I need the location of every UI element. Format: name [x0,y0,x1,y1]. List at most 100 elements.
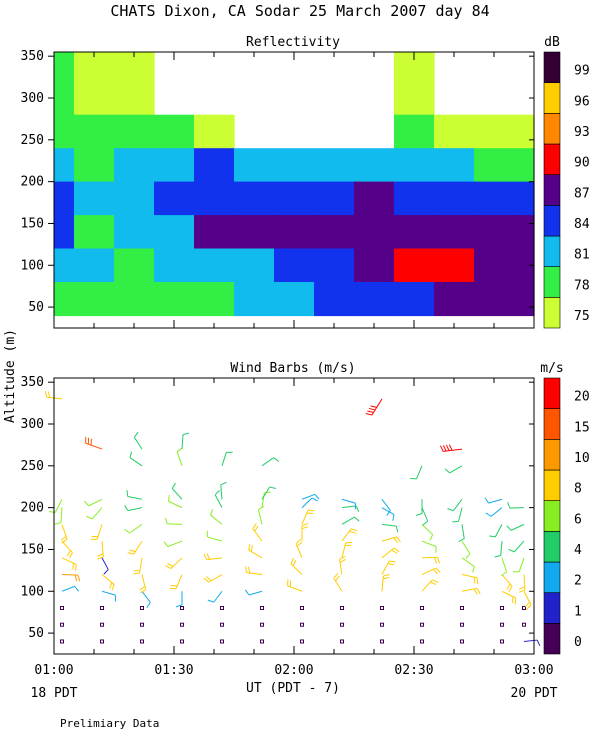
heatmap-cell [114,282,155,316]
x-tick-label: 01:30 [154,663,193,678]
calm-marker [501,623,504,626]
heatmap-cell [234,282,275,316]
wind-barb [447,499,462,510]
heatmap-cell [194,182,235,216]
colorbar-swatch [544,409,560,440]
calm-marker [181,623,184,626]
heatmap-cell [434,249,475,283]
calm-marker [301,607,304,610]
wind-barb [342,529,357,541]
heatmap-cell [74,249,115,283]
colorbar-swatch [544,531,560,562]
heatmap-cell [474,182,515,216]
wind-barb [86,437,102,449]
wind-barb [296,539,302,557]
colorbar-tick-label: 1 [574,604,582,619]
heatmap-cell [114,81,155,115]
colorbar-swatch [544,562,560,593]
colorbar-swatch [544,593,560,624]
wind-barb [102,591,116,601]
wind-barb [302,524,308,541]
colorbar-swatch [544,113,560,144]
wind-barb [302,510,314,524]
heatmap-cell [114,215,155,249]
wind-barb [165,558,182,569]
calm-marker [261,607,264,610]
heatmap-cell [114,115,155,149]
calm-marker [261,623,264,626]
y-tick-label: 100 [21,258,44,273]
colorbar-swatch [544,205,560,236]
colorbar-tick-label: 78 [574,278,590,293]
heatmap-cell [314,215,355,249]
heatmap-cell [514,115,535,149]
wind-barb [127,490,142,499]
wind-barb [519,575,525,593]
heatmap-cell [194,249,235,283]
heatmap-cell [114,148,155,182]
colorbar-tick-label: 15 [574,420,590,435]
reflectivity-colorbar-title: dB [544,35,560,50]
wind-panel-title: Wind Barbs (m/s) [230,361,355,376]
y-tick-label: 300 [21,91,44,106]
wind-barb [422,568,440,575]
calm-marker [141,607,144,610]
wind-barb [177,448,182,466]
colorbar-swatch [544,144,560,175]
wind-barb [62,541,73,558]
chart-title: CHATS Dixon, CA Sodar 25 March 2007 day … [110,2,489,20]
wind-barb [102,558,108,574]
calm-marker [301,623,304,626]
wind-barb [170,575,182,589]
wind-barb [502,575,512,592]
reflectivity-panel-title: Reflectivity [246,35,340,50]
wind-barb [164,541,182,546]
heatmap-cell [74,148,115,182]
colorbar-swatch [544,52,560,83]
y-tick-label: 250 [21,459,44,474]
heatmap-cell [354,182,395,216]
y-tick-label: 300 [21,417,44,432]
wind-plot-frame [54,378,534,654]
wind-barb [340,556,346,574]
heatmap-cell [354,215,395,249]
calm-marker [341,640,344,643]
colorbar-swatch [544,267,560,298]
wind-barb [134,432,142,449]
colorbar-tick-label: 99 [574,64,590,79]
wind-barb [513,558,524,572]
wind-barb [245,566,262,574]
wind-barb [508,502,524,508]
heatmap-cell [54,215,75,249]
wind-barb [288,579,302,591]
y-tick-label: 50 [28,626,44,641]
heatmap-cell [354,148,395,182]
wind-barb [524,640,540,646]
calm-marker [461,640,464,643]
colorbar-tick-label: 2 [574,574,582,589]
wind-barb [501,558,506,576]
calm-marker [101,623,104,626]
colorbar-swatch [544,470,560,501]
heatmap-cell [474,115,515,149]
calm-marker [61,623,64,626]
heatmap-cell [74,115,115,149]
heatmap-cell [74,81,115,115]
calm-marker [523,607,526,610]
x-tick-label: 02:00 [274,663,313,678]
wind-barb [291,558,302,574]
wind-barb [382,499,390,515]
colorbar-tick-label: 4 [574,543,582,558]
calm-marker [421,623,424,626]
wind-barb [172,483,182,499]
wind-barb [462,575,478,584]
colorbar-swatch [544,501,560,532]
wind-barb [302,498,318,508]
wind-barb [416,499,422,515]
wind-barb [495,541,502,557]
reflectivity-heatmap [54,52,535,316]
heatmap-cell [74,282,115,316]
